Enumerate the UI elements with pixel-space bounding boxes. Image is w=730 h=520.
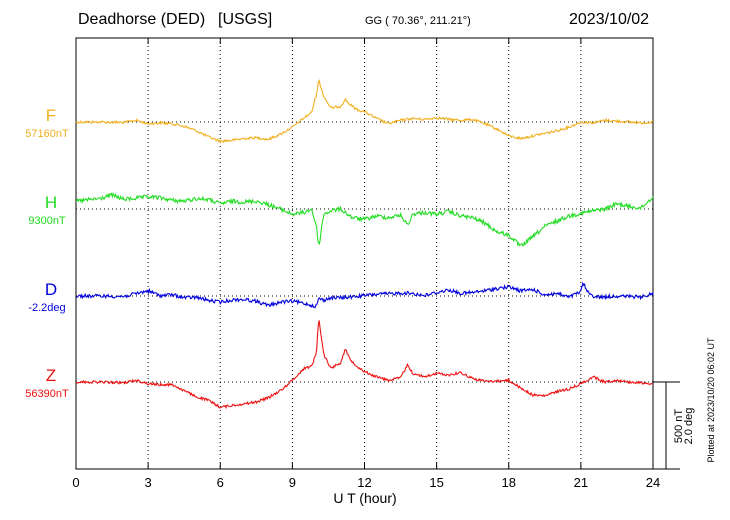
- series-name-Z: Z: [46, 366, 56, 385]
- scale-nt-label: 500 nT: [673, 409, 685, 444]
- x-tick-label: 24: [646, 475, 660, 490]
- series-line-D: [75, 281, 654, 309]
- x-axis-label: U T (hour): [333, 490, 396, 506]
- series-line-Z: [75, 320, 654, 410]
- series-name-D: D: [45, 280, 57, 299]
- x-tick-label: 3: [145, 475, 152, 490]
- scale-bar: 500 nT 2.0 deg: [653, 381, 695, 470]
- series-labels: F 57160nT H 9300nT D -2.2deg Z 56390nT: [25, 106, 69, 400]
- x-axis-ticks: 0 3 6 9 12 15 18 21 24: [72, 38, 660, 490]
- scale-deg-label: 2.0 deg: [683, 408, 695, 445]
- data-source: [USGS]: [218, 11, 273, 28]
- geo-coordinates: GG ( 70.36°, 211.21°): [365, 15, 471, 27]
- x-tick-label: 18: [502, 475, 516, 490]
- series-baseline-H: 9300nT: [28, 215, 66, 227]
- date-label: 2023/10/02: [569, 11, 650, 28]
- baselines: [76, 121, 653, 383]
- series-line-F: [75, 78, 653, 144]
- station-title: Deadhorse (DED): [78, 11, 206, 28]
- series-name-F: F: [46, 106, 56, 125]
- x-tick-label: 21: [574, 475, 588, 490]
- grid-lines: [147, 38, 582, 469]
- series-line-H: [75, 191, 654, 247]
- x-tick-label: 12: [357, 475, 371, 490]
- series-baseline-F: 57160nT: [25, 128, 69, 140]
- plotted-timestamp: Plotted at 2023/10/20 06:02 UT: [706, 337, 716, 463]
- series-baseline-Z: 56390nT: [25, 388, 69, 400]
- series-group: [75, 78, 654, 410]
- series-name-H: H: [45, 193, 57, 212]
- x-tick-label: 6: [217, 475, 224, 490]
- series-baseline-D: -2.2deg: [28, 302, 65, 314]
- x-tick-label: 9: [289, 475, 296, 490]
- x-tick-label: 15: [429, 475, 443, 490]
- x-tick-label: 0: [72, 475, 79, 490]
